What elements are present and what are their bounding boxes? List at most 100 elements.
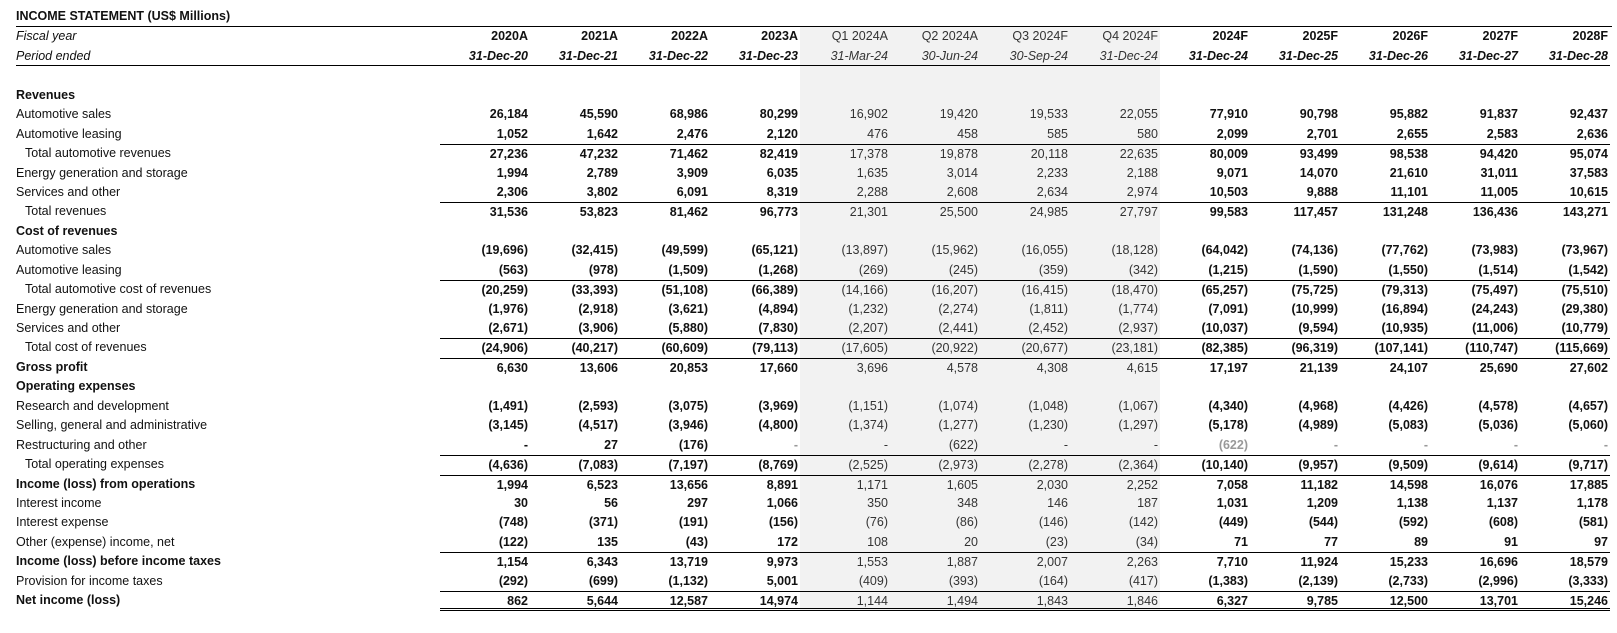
column-header-period: 31-Dec-24 <box>1070 46 1160 67</box>
value-cell: 2,188 <box>1070 163 1160 183</box>
value-cell: (2,441) <box>890 319 980 339</box>
value-cell: - <box>1513 437 1518 452</box>
value-cell <box>890 221 980 242</box>
value-cell: (1,067) <box>1070 396 1160 417</box>
value-cell <box>1250 222 1340 241</box>
value-cell: 2,007 <box>980 552 1070 572</box>
value-cell: (4,636) <box>440 455 530 474</box>
row-label: Selling, general and administrative <box>16 418 208 433</box>
spacer-cell <box>1430 66 1520 85</box>
value-cell: (142) <box>1070 513 1160 533</box>
value-cell: (20,259) <box>440 280 530 299</box>
table-row: Cost of revenues <box>16 221 1612 242</box>
value-cell: (1,542) <box>1568 262 1608 277</box>
value-cell: 15,233 <box>1340 552 1430 571</box>
value-cell: (10,037) <box>1201 321 1248 335</box>
value-cell: (15,962) <box>890 241 980 261</box>
value-cell: 13,701 <box>1430 591 1520 611</box>
value-cell: 98,538 <box>1340 144 1430 163</box>
row-label: Automotive sales <box>16 107 112 122</box>
value-cell: (342) <box>1070 260 1160 281</box>
value-cell: (3,145) <box>488 418 528 433</box>
value-cell: (2,278) <box>980 455 1070 475</box>
value-cell: 580 <box>1070 124 1160 145</box>
table-row: Total operating expenses (4,636) (7,083) (7… <box>16 455 1612 475</box>
value-cell: 20 <box>890 532 980 553</box>
value-cell: (2,139) <box>1298 573 1338 588</box>
value-cell: (2,671) <box>488 321 528 335</box>
row-label: Restructuring and other <box>16 437 147 452</box>
value-cell: (2,733) <box>1388 573 1428 588</box>
value-cell <box>1070 85 1160 106</box>
spacer-row <box>16 66 1612 86</box>
value-cell: 458 <box>890 124 980 145</box>
value-cell <box>440 377 530 396</box>
value-cell: 2,583 <box>1486 126 1518 141</box>
value-cell: 2,263 <box>1070 552 1160 572</box>
value-cell: 22,055 <box>1070 105 1160 125</box>
row-label: Services and other <box>16 184 121 199</box>
value-cell: 3,909 <box>676 165 708 180</box>
value-cell: 47,232 <box>530 144 620 163</box>
table-row: Operating expenses <box>16 377 1612 397</box>
value-cell: (449) <box>1218 515 1248 530</box>
spacer-cell <box>620 66 710 85</box>
value-cell: (581) <box>1578 515 1608 530</box>
value-cell: 45,590 <box>579 107 618 122</box>
value-cell: 2,306 <box>496 184 528 199</box>
value-cell: (3,075) <box>668 398 708 413</box>
value-cell: (2,274) <box>890 299 980 319</box>
value-cell: 19,878 <box>890 144 980 164</box>
column-header-fiscal-year: 2026F <box>1392 29 1428 44</box>
value-cell: 2,636 <box>1576 126 1608 141</box>
value-cell: (4,578) <box>1478 398 1518 413</box>
value-cell: 21,139 <box>1250 357 1340 377</box>
value-cell: 1,052 <box>496 126 528 141</box>
value-cell: 21,301 <box>800 202 890 222</box>
value-cell: 1,887 <box>890 552 980 572</box>
value-cell <box>1160 222 1250 241</box>
value-cell <box>1520 222 1610 241</box>
row-label: Energy generation and storage <box>16 165 188 180</box>
value-cell: 5,644 <box>530 591 620 611</box>
row-label: Services and other <box>16 321 121 335</box>
value-cell: 143,271 <box>1520 202 1610 221</box>
value-cell: (3,969) <box>758 398 798 413</box>
value-cell: 10,615 <box>1569 184 1608 199</box>
column-header-period: 31-Dec-24 <box>1160 47 1250 67</box>
value-cell: 172 <box>777 534 798 549</box>
value-cell: 1,642 <box>586 126 618 141</box>
value-cell: (4,340) <box>1208 398 1248 413</box>
value-cell: (191) <box>678 515 708 530</box>
statement-title-row: INCOME STATEMENT (US$ Millions) <box>16 7 1612 28</box>
column-header-period: 31-Dec-20 <box>440 47 530 67</box>
value-cell: 68,986 <box>669 107 708 122</box>
value-cell: 90,798 <box>1299 107 1338 122</box>
value-cell: 31,011 <box>1480 165 1518 180</box>
table-row: Total automotive cost of revenues (20,259… <box>16 280 1612 300</box>
value-cell: 13,719 <box>620 552 710 571</box>
row-label: Total automotive cost of revenues <box>25 282 212 297</box>
value-cell: 14,070 <box>1299 165 1338 180</box>
value-cell <box>530 377 620 396</box>
value-cell: (1,774) <box>1070 299 1160 319</box>
value-cell: (5,036) <box>1478 418 1518 433</box>
value-cell: 91,837 <box>1479 107 1518 122</box>
value-cell: 9,973 <box>710 552 800 571</box>
fiscal-year-row: Fiscal year 2020A 2021A 2022A 2023A Q1 2024A… <box>16 27 1612 47</box>
value-cell: 20,853 <box>620 357 710 377</box>
value-cell: 19,533 <box>980 105 1070 125</box>
value-cell: 56 <box>604 495 618 510</box>
value-cell: (4,894) <box>758 301 798 316</box>
value-cell: 146 <box>980 493 1070 514</box>
row-label: Total operating expenses <box>25 457 164 472</box>
value-cell: (4,426) <box>1388 398 1428 413</box>
value-cell: 24,107 <box>1340 357 1430 377</box>
value-cell: (4,657) <box>1568 398 1608 413</box>
value-cell: (1,590) <box>1298 262 1338 277</box>
column-header-fiscal-year: Q1 2024A <box>800 27 890 47</box>
column-header-fiscal-year: 2024F <box>1212 29 1248 44</box>
value-cell: (20,922) <box>890 338 980 358</box>
value-cell <box>620 377 710 396</box>
column-header-period: 31-Dec-26 <box>1340 47 1430 67</box>
